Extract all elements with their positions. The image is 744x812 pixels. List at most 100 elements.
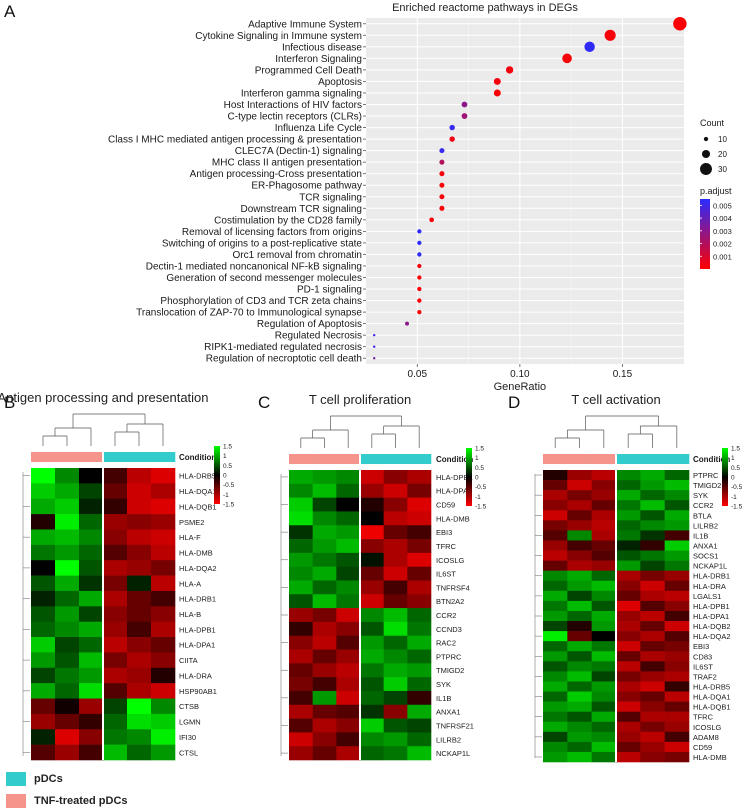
heatmap-cell — [407, 525, 432, 540]
heatmap-cell — [567, 691, 592, 702]
heatmap-cell — [336, 635, 361, 650]
pathway-label: Switching of origins to a post-replicati… — [162, 238, 363, 249]
heatmap-cell — [543, 490, 568, 501]
gene-label: HLA-DMB — [179, 549, 213, 558]
scale-legend-label: 1.5 — [223, 444, 232, 451]
heatmap-cell — [360, 677, 384, 692]
group-separator — [359, 454, 361, 760]
heatmap-cell — [543, 470, 568, 481]
heatmap-cell — [407, 635, 432, 650]
heatmap-cell — [664, 741, 690, 753]
heatmap-cell — [407, 677, 432, 692]
condition-cell — [127, 452, 152, 462]
heatmap-cell — [127, 498, 152, 515]
heatmap-cell — [591, 600, 617, 612]
gene-label: BTN2A2 — [436, 597, 464, 606]
heatmap-cell — [360, 690, 384, 706]
gene-label: ADAM8 — [693, 733, 719, 742]
data-point — [417, 309, 422, 315]
scale-legend-label: 1.5 — [475, 446, 484, 453]
heatmap-cell — [616, 500, 641, 511]
heatmap-cell — [55, 468, 80, 484]
heatmap-cell — [567, 621, 592, 632]
heatmap-cell — [543, 731, 568, 743]
heatmap-cell — [151, 483, 176, 500]
heatmap-cell — [31, 529, 56, 546]
heatmap-cell — [664, 470, 690, 481]
heatmap-cell — [383, 525, 408, 540]
heatmap-cell — [55, 529, 80, 546]
pathway-label: CLEC7A (Dectin-1) signaling — [235, 146, 362, 157]
gene-label: NCKAP1L — [436, 749, 470, 758]
heatmap-cell — [79, 729, 104, 745]
heatmap-cell — [103, 544, 128, 561]
heatmap-cell — [289, 539, 313, 554]
gene-label: EBI3 — [693, 642, 709, 651]
heatmap-cell — [312, 649, 337, 664]
scale-legend-label: 1.5 — [731, 446, 740, 453]
heatmap-cell — [55, 729, 80, 745]
heatmap-cell — [79, 652, 104, 669]
heatmap-cell — [664, 721, 690, 733]
heatmap-cell — [360, 663, 384, 678]
pathway-label: Programmed Cell Death — [255, 65, 362, 76]
gene-label: HLA-DRB1 — [179, 595, 216, 604]
heatmap-cell — [79, 683, 104, 699]
heatmap-cell — [79, 606, 104, 622]
data-point — [493, 77, 501, 85]
heatmap-cell — [567, 580, 592, 592]
heatmap-cell — [127, 483, 152, 500]
heatmap-cell — [312, 539, 337, 554]
heatmap-cell — [103, 483, 128, 500]
heatmap-cell — [407, 663, 432, 678]
heatmap-cell — [31, 683, 56, 699]
condition-cell — [567, 454, 592, 464]
heatmap-cell — [640, 530, 665, 541]
pathway-label: Adaptive Immune System — [248, 19, 362, 30]
heatmap-cell — [312, 552, 337, 567]
heatmap-cell — [312, 690, 337, 706]
heatmap-cell — [55, 713, 80, 730]
gene-label: CD59 — [693, 743, 712, 752]
heatmap-cell — [640, 731, 665, 743]
heatmap-cell — [312, 732, 337, 747]
heatmap-cell — [336, 470, 361, 485]
heatmap-cell — [567, 490, 592, 501]
heatmap-cell — [664, 480, 690, 491]
heatmap-cell — [543, 480, 568, 491]
heatmap-cell — [616, 480, 641, 491]
heatmap-cell — [616, 510, 641, 521]
heatmap-cell — [591, 470, 617, 481]
figure-canvas: A B C D 0.05 0.10 0.15 Adaptive Immune Syst… — [0, 2, 743, 763]
gene-label: HLA-DPA1 — [693, 612, 729, 621]
scale-legend-bar — [722, 448, 728, 506]
heatmap-cell — [31, 575, 56, 592]
heatmap-cell — [79, 744, 104, 761]
heatmap-cell — [312, 608, 337, 623]
scale-legend-label: -1.5 — [223, 502, 235, 509]
data-point — [562, 53, 572, 64]
heatmap-cell — [664, 600, 690, 612]
gene-label: HLA-DQA1 — [179, 487, 217, 496]
condition-cell — [664, 454, 690, 464]
heatmap-cell — [103, 529, 128, 546]
heatmap-cell — [383, 566, 408, 581]
heatmap-cell — [407, 580, 432, 595]
condition-cell — [79, 452, 104, 462]
pathway-label: ER-Phagosome pathway — [251, 181, 362, 192]
heatmap-cell — [640, 540, 665, 551]
heatmap-cell — [103, 590, 128, 607]
heatmap-cell — [79, 590, 104, 607]
heatmap-cell — [336, 608, 361, 623]
heatmap-cell — [151, 637, 176, 653]
heatmap-cell — [591, 621, 617, 632]
heatmap-cell — [591, 641, 617, 652]
heatmap-cell — [336, 663, 361, 678]
heatmap-cell — [79, 621, 104, 638]
heatmap-cell — [360, 621, 384, 637]
heatmap-cell — [640, 711, 665, 723]
heatmap-cell — [127, 575, 152, 592]
heatmap-cell — [31, 544, 56, 561]
data-point — [417, 252, 422, 257]
size-legend-label: 30 — [718, 165, 727, 174]
